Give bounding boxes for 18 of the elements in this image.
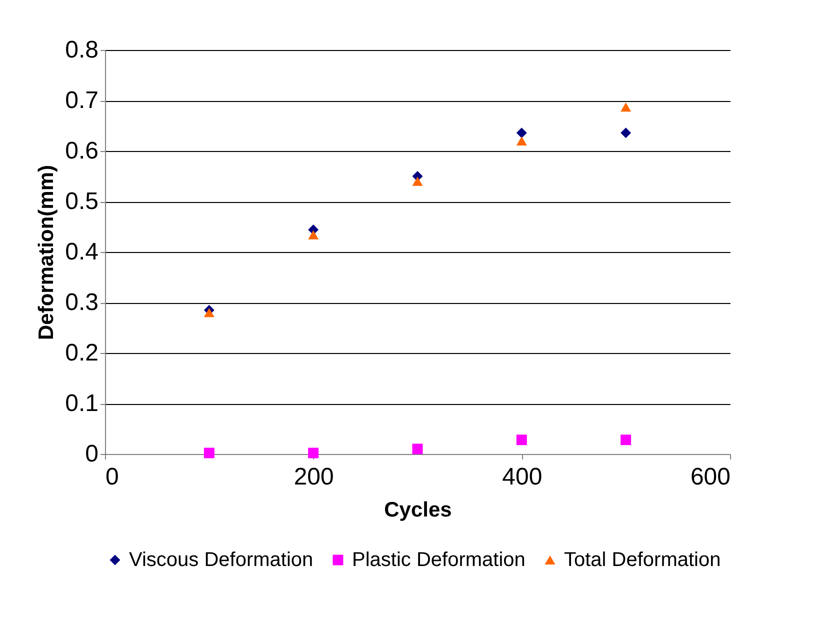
x-axis-title: Cycles	[384, 498, 452, 522]
y-tick-label: 0.1	[65, 390, 98, 417]
x-tick-label: 600	[690, 464, 730, 490]
legend-label: Total Deformation	[564, 549, 721, 571]
y-tick-label: 0.2	[65, 340, 98, 366]
y-tick-label: 0.3	[65, 289, 98, 316]
legend-label: Viscous Deformation	[129, 549, 314, 571]
y-tick-label: 0.6	[65, 138, 98, 164]
y-tick-label: 0.7	[65, 87, 98, 114]
y-axis-title: Deformation(mm)	[35, 164, 58, 340]
x-tick-label: 200	[294, 464, 334, 490]
y-tick-label: 0	[85, 440, 98, 468]
x-tick-label: 400	[502, 464, 542, 490]
y-tick-label: 0.4	[65, 238, 98, 266]
y-tick-label: 0.8	[65, 36, 98, 64]
legend-label: Plastic Deformation	[352, 549, 526, 571]
y-tick-label: 0.5	[65, 188, 98, 215]
x-tick-label: 0	[106, 464, 119, 490]
